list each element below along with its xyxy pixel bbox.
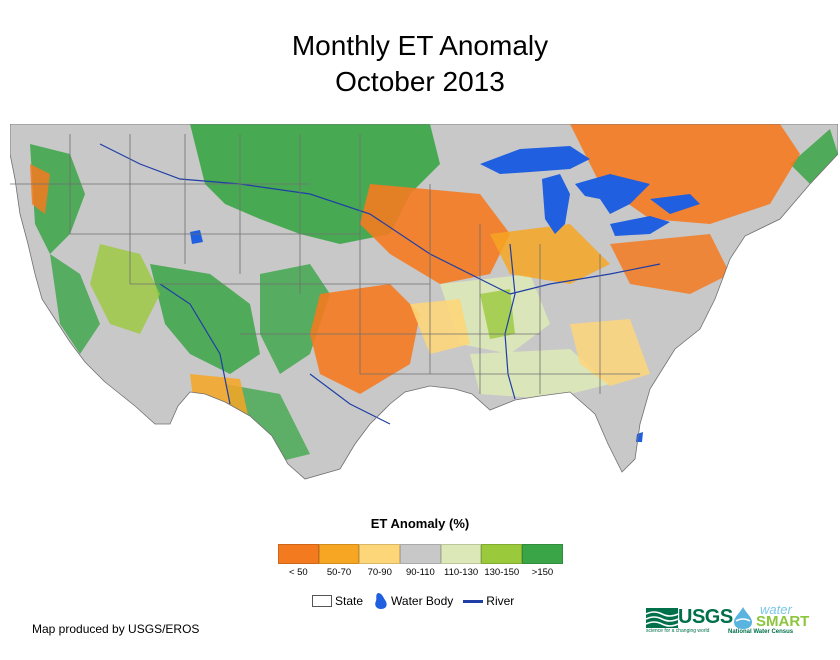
legend-swatch-110-130	[440, 544, 482, 564]
key-water-label: Water Body	[391, 594, 454, 608]
us-map-svg	[9, 123, 839, 480]
water-bodies	[190, 146, 700, 442]
usgs-wave-icon	[646, 607, 678, 628]
legend-label-lt50: < 50	[288, 567, 308, 578]
state-swatch-icon	[312, 595, 332, 607]
title-line-1: Monthly ET Anomaly	[291, 30, 549, 61]
legend-label-130-150: 130-150	[484, 567, 520, 578]
watersmart-census-text: National Water Census	[728, 629, 794, 635]
legend-swatch-50-70	[318, 544, 360, 564]
watersmart-water-text: water	[760, 602, 792, 617]
legend-swatch-lt50	[278, 544, 319, 564]
legend-swatch-90-110	[400, 544, 441, 564]
usgs-logo: USGS science for a changing world	[646, 606, 733, 634]
legend-swatch-70-90	[359, 544, 401, 564]
legend-label-50-70: 50-70	[326, 567, 352, 578]
legend-swatch-130-150	[481, 544, 523, 564]
rivers	[99, 143, 661, 425]
map-key: State Water Body River	[312, 592, 524, 610]
key-state: State	[312, 594, 363, 608]
legend-label-90-110: 90-110	[405, 567, 435, 578]
usgs-tagline: science for a changing world	[646, 628, 710, 634]
key-river: River	[463, 594, 514, 608]
legend-swatch-gt150	[522, 544, 563, 564]
map-title: Monthly ET Anomaly October 2013	[0, 28, 840, 100]
key-state-label: State	[335, 594, 364, 608]
watersmart-drop-icon	[734, 607, 752, 629]
legend-title: ET Anomaly (%)	[370, 516, 470, 531]
credit-text: Map produced by USGS/EROS	[32, 622, 200, 636]
legend-label-gt150: >150	[531, 567, 554, 578]
legend-label-110-130: 110-130	[444, 567, 479, 578]
usgs-wordmark: USGS	[678, 606, 733, 628]
et-anomaly-map	[9, 123, 839, 480]
legend-label-70-90: 70-90	[367, 567, 392, 578]
legend-color-bar	[278, 544, 563, 564]
title-line-2: October 2013	[335, 66, 505, 97]
key-water-body: Water Body	[373, 592, 453, 610]
watersmart-smart-text: SMART	[756, 613, 810, 630]
water-drop-icon	[375, 593, 387, 609]
legend-labels: < 50 50-70 70-90 90-110 110-130 130-150 …	[278, 567, 563, 578]
watersmart-logo: water SMART National Water Census	[728, 602, 818, 638]
state-boundaries	[10, 134, 640, 394]
river-line-icon	[463, 599, 484, 603]
key-river-label: River	[486, 594, 515, 608]
